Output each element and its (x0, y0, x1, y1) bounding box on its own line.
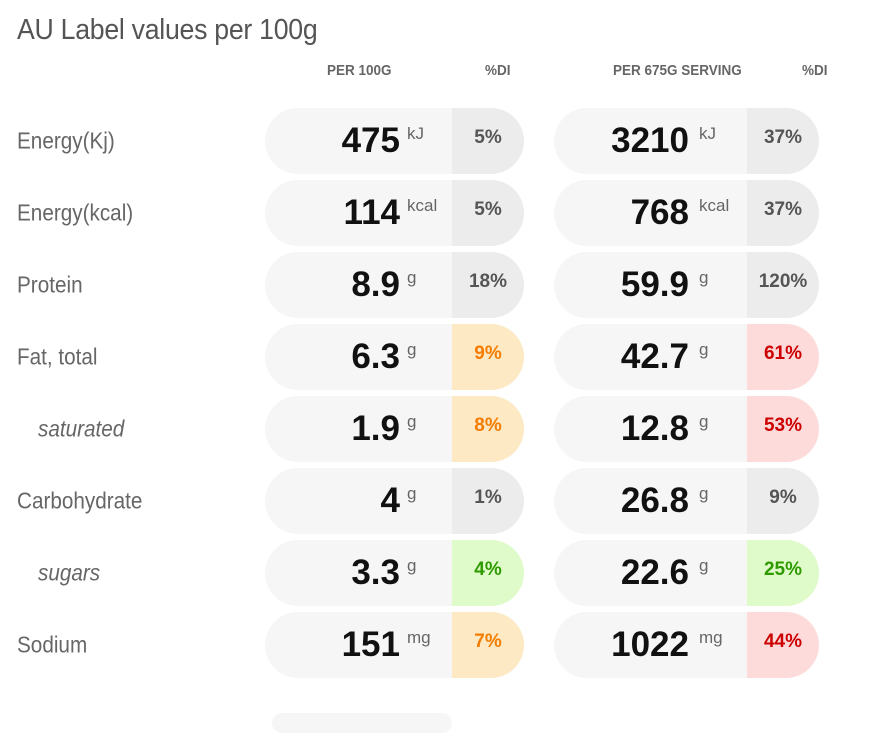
nutrient-label: Energy(Kj) (17, 127, 115, 154)
per-100g-unit: g (407, 484, 417, 503)
per-100g-value: 1.9 (351, 409, 400, 448)
per-serving-cell: 26.8 g 9% (554, 468, 819, 534)
per-serving-unit: g (699, 484, 709, 503)
per-100g-value: 114 (343, 193, 400, 232)
per-serving-unit: mg (699, 628, 723, 647)
per-serving-di: 9% (747, 468, 819, 534)
per-100g-value: 8.9 (351, 265, 400, 304)
per-serving-unit: g (699, 340, 709, 359)
per-serving-di: 37% (747, 108, 819, 174)
per-100g-di: 1% (452, 468, 524, 534)
per-100g-unit: kJ (407, 124, 424, 143)
header-per-100g: PER 100G (327, 62, 392, 79)
per-serving-di: 37% (747, 180, 819, 246)
per-100g-di: 18% (452, 252, 524, 318)
per-serving-value: 42.7 (620, 337, 689, 376)
per-serving-value: 768 (630, 193, 689, 232)
per-100g-cell: 8.9 g 18% (265, 252, 524, 318)
per-100g-cell: 151 mg 7% (265, 612, 524, 678)
per-100g-value: 6.3 (351, 337, 400, 376)
per-100g-unit: g (407, 340, 417, 359)
per-serving-value: 3210 (611, 121, 689, 160)
nutrient-row: Energy(Kj) 475 kJ 5% 3210 kJ 37% (0, 108, 878, 174)
per-serving-di: 120% (747, 252, 819, 318)
per-100g-unit: kcal (407, 196, 438, 215)
per-serving-di: 53% (747, 396, 819, 462)
nutrient-row: Protein 8.9 g 18% 59.9 g 120% (0, 252, 878, 318)
nutrient-row: Sodium 151 mg 7% 1022 mg 44% (0, 612, 878, 678)
per-serving-di: 25% (747, 540, 819, 606)
per-serving-unit: g (699, 412, 709, 431)
per-100g-di: 8% (452, 396, 524, 462)
per-serving-value: 59.9 (620, 265, 689, 304)
per-serving-cell: 1022 mg 44% (554, 612, 819, 678)
per-100g-unit: mg (407, 628, 431, 647)
nutrient-row: Energy(kcal) 114 kcal 5% 768 kcal 37% (0, 180, 878, 246)
per-100g-value: 151 (341, 625, 400, 664)
per-100g-di: 5% (452, 108, 524, 174)
per-serving-unit: g (699, 556, 709, 575)
per-serving-di: 61% (747, 324, 819, 390)
per-100g-cell: 1.9 g 8% (265, 396, 524, 462)
nutrient-label: Carbohydrate (17, 487, 143, 514)
per-100g-unit: g (407, 412, 417, 431)
per-serving-unit: kJ (699, 124, 716, 143)
nutrient-row: Fat, total 6.3 g 9% 42.7 g 61% (0, 324, 878, 390)
per-100g-cell: 6.3 g 9% (265, 324, 524, 390)
per-serving-value: 12.8 (620, 409, 689, 448)
per-serving-value: 26.8 (620, 481, 689, 520)
per-100g-di: 9% (452, 324, 524, 390)
per-100g-cell: 4 g 1% (265, 468, 524, 534)
per-100g-value: 475 (341, 121, 400, 160)
per-100g-di: 7% (452, 612, 524, 678)
nutrient-label: Protein (17, 271, 83, 298)
per-100g-di: 4% (452, 540, 524, 606)
per-100g-value: 3.3 (351, 553, 400, 592)
header-di-1: %DI (485, 62, 511, 79)
nutrient-row: saturated 1.9 g 8% 12.8 g 53% (0, 396, 878, 462)
nutrient-label: Energy(kcal) (17, 199, 134, 226)
per-serving-cell: 22.6 g 25% (554, 540, 819, 606)
per-100g-cell: 114 kcal 5% (265, 180, 524, 246)
per-serving-cell: 42.7 g 61% (554, 324, 819, 390)
per-100g-unit: g (407, 556, 417, 575)
per-100g-cell: 475 kJ 5% (265, 108, 524, 174)
nutrient-row: sugars 3.3 g 4% 22.6 g 25% (0, 540, 878, 606)
nutrient-row: Carbohydrate 4 g 1% 26.8 g 9% (0, 468, 878, 534)
per-serving-unit: g (699, 268, 709, 287)
nutrient-label: sugars (38, 559, 101, 586)
per-serving-value: 1022 (611, 625, 689, 664)
per-serving-value: 22.6 (620, 553, 689, 592)
page-title: AU Label values per 100g (17, 14, 318, 46)
per-100g-di: 5% (452, 180, 524, 246)
per-100g-cell: 3.3 g 4% (265, 540, 524, 606)
header-per-serving: PER 675G SERVING (613, 62, 742, 79)
header-di-2: %DI (802, 62, 828, 79)
per-serving-cell: 59.9 g 120% (554, 252, 819, 318)
nutrient-label: saturated (38, 415, 125, 442)
per-serving-unit: kcal (699, 196, 730, 215)
per-serving-cell: 12.8 g 53% (554, 396, 819, 462)
nutrient-label: Fat, total (17, 343, 98, 370)
per-serving-cell: 768 kcal 37% (554, 180, 819, 246)
nutrient-label: Sodium (17, 631, 88, 658)
per-100g-unit: g (407, 268, 417, 287)
next-row-placeholder (272, 713, 452, 733)
per-100g-value: 4 (380, 481, 400, 520)
per-serving-di: 44% (747, 612, 819, 678)
per-serving-cell: 3210 kJ 37% (554, 108, 819, 174)
